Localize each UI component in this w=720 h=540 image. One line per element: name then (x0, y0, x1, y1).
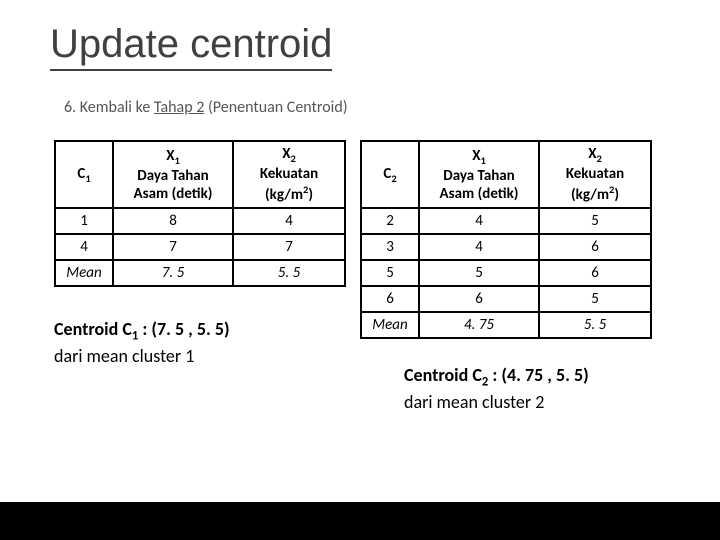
cell: Mean (361, 312, 419, 338)
table-row: 4 7 7 (55, 234, 345, 260)
cell: 1 (55, 208, 113, 234)
table-row: 6 6 5 (361, 286, 651, 312)
t1-head-x2: X2 Kekuatan (kg/m2) (233, 141, 345, 208)
table1-wrap: C1 X1 Daya Tahan Asam (detik) X2 Kekuata… (54, 140, 346, 339)
t1-head-c: C1 (55, 141, 113, 208)
cell: 5. 5 (539, 312, 651, 338)
cell: 3 (361, 234, 419, 260)
subtitle-suffix: (Penentuan Centroid) (204, 98, 347, 117)
t2-head-x1: X1 Daya Tahan Asam (detik) (419, 141, 539, 208)
cell: 4 (55, 234, 113, 260)
cell: 5 (361, 260, 419, 286)
cell: 6 (539, 234, 651, 260)
table-row: 1 8 4 (55, 208, 345, 234)
cell: 6 (539, 260, 651, 286)
footer-bar (0, 502, 720, 540)
cell: 4. 75 (419, 312, 539, 338)
tables-container: C1 X1 Daya Tahan Asam (detik) X2 Kekuata… (54, 140, 670, 339)
cell: 7. 5 (113, 260, 233, 286)
table-row-mean: Mean 4. 75 5. 5 (361, 312, 651, 338)
cell: 6 (361, 286, 419, 312)
t1-head-x1: X1 Daya Tahan Asam (detik) (113, 141, 233, 208)
t2-head-x2: X2 Kekuatan (kg/m2) (539, 141, 651, 208)
table-row: 2 4 5 (361, 208, 651, 234)
cell: 6 (419, 286, 539, 312)
t2-head-c: C2 (361, 141, 419, 208)
cell: Mean (55, 260, 113, 286)
cell: 4 (419, 234, 539, 260)
cell: 7 (233, 234, 345, 260)
cell: 7 (113, 234, 233, 260)
slide-subtitle: 6. Kembali ke Tahap 2 (Penentuan Centroi… (64, 98, 348, 117)
cell: 5 (539, 208, 651, 234)
table-row-mean: Mean 7. 5 5. 5 (55, 260, 345, 286)
cell: 8 (113, 208, 233, 234)
table-row: 3 4 6 (361, 234, 651, 260)
subtitle-underline: Tahap 2 (154, 98, 204, 117)
cell: 5 (419, 260, 539, 286)
cluster1-table: C1 X1 Daya Tahan Asam (detik) X2 Kekuata… (54, 140, 346, 287)
cell: 4 (419, 208, 539, 234)
cell: 2 (361, 208, 419, 234)
cell: 4 (233, 208, 345, 234)
table-row: 5 5 6 (361, 260, 651, 286)
cell: 5. 5 (233, 260, 345, 286)
slide-title: Update centroid (50, 22, 332, 71)
caption-cluster2: Centroid C2 : (4. 75 , 5. 5) dari mean c… (404, 364, 589, 414)
caption-cluster1: Centroid C1 : (7. 5 , 5. 5) dari mean cl… (54, 318, 230, 368)
table2-wrap: C2 X1 Daya Tahan Asam (detik) X2 Kekuata… (360, 140, 652, 339)
cluster2-table: C2 X1 Daya Tahan Asam (detik) X2 Kekuata… (360, 140, 652, 339)
subtitle-prefix: 6. Kembali ke (64, 98, 154, 117)
cell: 5 (539, 286, 651, 312)
